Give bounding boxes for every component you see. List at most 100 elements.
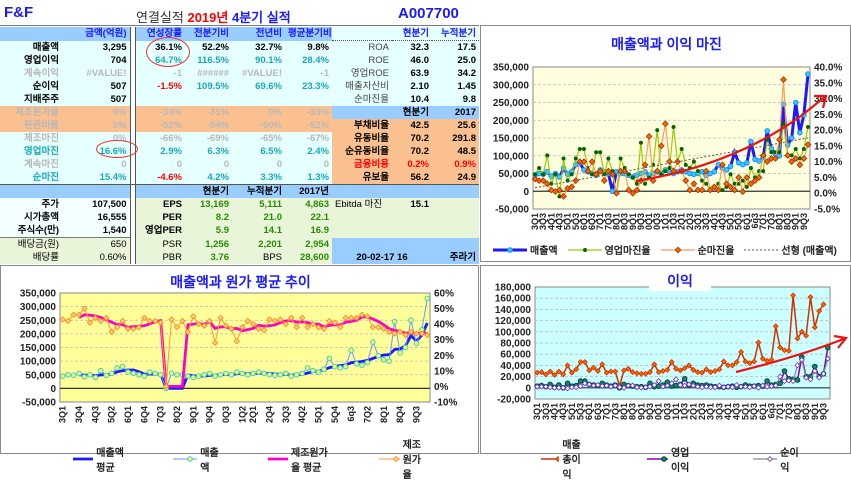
legend-label: 제조원가율 평균 — [291, 447, 328, 474]
data-point — [735, 174, 743, 181]
data-point — [146, 317, 153, 325]
y-tick-label: 50,000 — [25, 370, 56, 381]
x-tick-label: 0Q3 — [221, 406, 231, 423]
data-point — [326, 317, 333, 325]
data-point — [761, 169, 766, 174]
data-point — [364, 313, 371, 320]
x-tick-label: 2Q3 — [697, 403, 707, 420]
data-point — [81, 374, 88, 380]
data-point — [157, 319, 164, 326]
data-point — [811, 324, 818, 331]
table-cell — [62, 184, 130, 198]
table-cell: 6.5% — [232, 145, 285, 158]
data-point — [742, 383, 749, 390]
table-cell — [432, 211, 479, 224]
table-row: 제조원가율 0% -34% -31% 0% -33% 현분기 2017 — [0, 106, 479, 119]
data-point — [206, 370, 213, 377]
data-point — [255, 369, 262, 375]
table-cell — [432, 184, 479, 198]
legend-swatch-icon — [73, 457, 94, 460]
data-point — [402, 344, 409, 351]
data-point — [326, 355, 333, 362]
data-point — [740, 178, 745, 183]
data-point — [731, 186, 739, 194]
data-point — [651, 382, 658, 388]
data-point — [703, 383, 710, 390]
data-point — [195, 373, 202, 379]
data-point — [114, 365, 120, 371]
table-cell: -67% — [285, 132, 332, 145]
table-cell: 14.1 — [232, 224, 285, 238]
table-cell: #VALUE! — [62, 67, 130, 80]
legend-item: 영업마진율 — [567, 242, 651, 257]
data-point — [691, 159, 696, 164]
table-cell: 0 — [62, 158, 130, 171]
row-label: 주식수(만) — [0, 224, 62, 238]
data-point — [755, 174, 763, 181]
data-point — [157, 371, 164, 378]
table-row: 배당금(원) 650 PSR 1,256 2,201 2,954 — [0, 237, 479, 251]
data-point — [266, 316, 273, 323]
x-tick-label: 4Q3 — [717, 213, 727, 230]
legend-swatch-icon — [493, 246, 527, 253]
data-point — [584, 167, 592, 175]
chart-legend: 매출액 평균 매출액 제조원가율 평균 제조원가율 — [73, 436, 478, 481]
data-point — [629, 369, 636, 376]
table-cell: 3.76 — [185, 251, 232, 264]
table-cell — [432, 224, 479, 238]
data-point — [729, 384, 736, 391]
table-cell: 90.1% — [232, 54, 285, 67]
data-point — [103, 372, 110, 379]
data-point — [769, 150, 774, 155]
data-point — [206, 317, 213, 325]
data-point — [250, 370, 256, 377]
data-point — [646, 369, 653, 376]
data-point — [59, 373, 66, 379]
legend-item: 매출총이익 — [541, 436, 587, 481]
data-point — [152, 317, 159, 325]
data-point — [781, 368, 788, 374]
column-separator — [129, 119, 136, 132]
column-separator — [129, 132, 136, 145]
legend-swatch-icon — [267, 457, 288, 460]
data-point — [716, 382, 723, 389]
table-cell: 0 — [135, 158, 185, 171]
y-tick-label: 60,000 — [500, 350, 531, 361]
y2-tick-label: 10% — [434, 366, 454, 377]
data-point — [738, 348, 745, 355]
row-label: 부채비율 — [332, 119, 392, 132]
data-point — [681, 365, 688, 372]
data-point — [380, 325, 387, 332]
x-tick-label: 9Q1 — [791, 213, 801, 230]
data-point — [751, 358, 758, 365]
data-point — [777, 380, 783, 387]
data-point — [733, 382, 740, 388]
table-cell: 4.2% — [185, 171, 232, 185]
data-point — [772, 323, 779, 330]
data-point — [555, 384, 562, 391]
x-tick-label: 4Q3 — [554, 213, 564, 230]
table-cell: 48.5 — [432, 145, 479, 158]
data-point — [87, 371, 93, 378]
row-label: 유보율 — [332, 171, 392, 185]
data-point — [764, 128, 771, 134]
data-point — [626, 172, 631, 177]
data-point — [119, 317, 126, 325]
x-tick-label: 8Q1 — [612, 213, 622, 230]
data-point — [797, 129, 803, 136]
data-point — [686, 186, 694, 194]
y2-tick-label: 50% — [434, 304, 454, 315]
row-label: 매출액 — [0, 40, 62, 54]
data-point — [816, 374, 823, 381]
data-point — [581, 359, 588, 366]
data-point — [380, 356, 387, 363]
data-point — [642, 384, 649, 391]
data-point — [97, 317, 104, 325]
data-point — [704, 181, 709, 186]
arrow-head-icon — [833, 334, 849, 349]
data-point — [255, 325, 262, 332]
data-point — [539, 177, 547, 184]
data-point — [824, 355, 831, 362]
y2-tick-label: 40% — [434, 320, 454, 331]
data-point — [293, 371, 300, 378]
